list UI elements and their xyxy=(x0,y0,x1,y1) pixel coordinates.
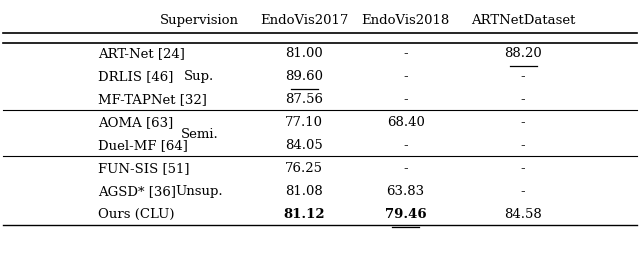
Text: 84.58: 84.58 xyxy=(504,207,542,220)
Text: ART-Net [24]: ART-Net [24] xyxy=(98,47,185,60)
Text: -: - xyxy=(403,47,408,60)
Text: Semi.: Semi. xyxy=(180,127,218,140)
Text: 79.46: 79.46 xyxy=(385,207,426,220)
Text: Duel-MF [64]: Duel-MF [64] xyxy=(98,139,188,152)
Text: FUN-SIS [51]: FUN-SIS [51] xyxy=(98,162,189,174)
Text: -: - xyxy=(521,162,525,174)
Text: 87.56: 87.56 xyxy=(285,93,323,106)
Text: 84.05: 84.05 xyxy=(285,139,323,152)
Text: -: - xyxy=(521,116,525,129)
Text: 76.25: 76.25 xyxy=(285,162,323,174)
Text: -: - xyxy=(521,93,525,106)
Text: EndoVis2017: EndoVis2017 xyxy=(260,14,348,27)
Text: 68.40: 68.40 xyxy=(387,116,424,129)
Text: MF-TAPNet [32]: MF-TAPNet [32] xyxy=(98,93,207,106)
Text: Supervision: Supervision xyxy=(160,14,239,27)
Text: AOMA [63]: AOMA [63] xyxy=(98,116,173,129)
Text: Ours (CLU): Ours (CLU) xyxy=(98,207,175,220)
Text: 77.10: 77.10 xyxy=(285,116,323,129)
Text: AGSD* [36]: AGSD* [36] xyxy=(98,184,176,197)
Text: 81.00: 81.00 xyxy=(285,47,323,60)
Text: Sup.: Sup. xyxy=(184,70,214,83)
Text: -: - xyxy=(521,139,525,152)
Text: -: - xyxy=(521,184,525,197)
Text: -: - xyxy=(403,162,408,174)
Text: DRLIS [46]: DRLIS [46] xyxy=(98,70,173,83)
Text: 81.12: 81.12 xyxy=(284,207,325,220)
Text: 81.08: 81.08 xyxy=(285,184,323,197)
Text: -: - xyxy=(403,93,408,106)
Text: 88.20: 88.20 xyxy=(504,47,542,60)
Text: ARTNetDataset: ARTNetDataset xyxy=(471,14,575,27)
Text: -: - xyxy=(403,139,408,152)
Text: 89.60: 89.60 xyxy=(285,70,323,83)
Text: -: - xyxy=(521,70,525,83)
Text: Unsup.: Unsup. xyxy=(175,184,223,197)
Text: -: - xyxy=(403,70,408,83)
Text: 63.83: 63.83 xyxy=(387,184,425,197)
Text: EndoVis2018: EndoVis2018 xyxy=(362,14,450,27)
